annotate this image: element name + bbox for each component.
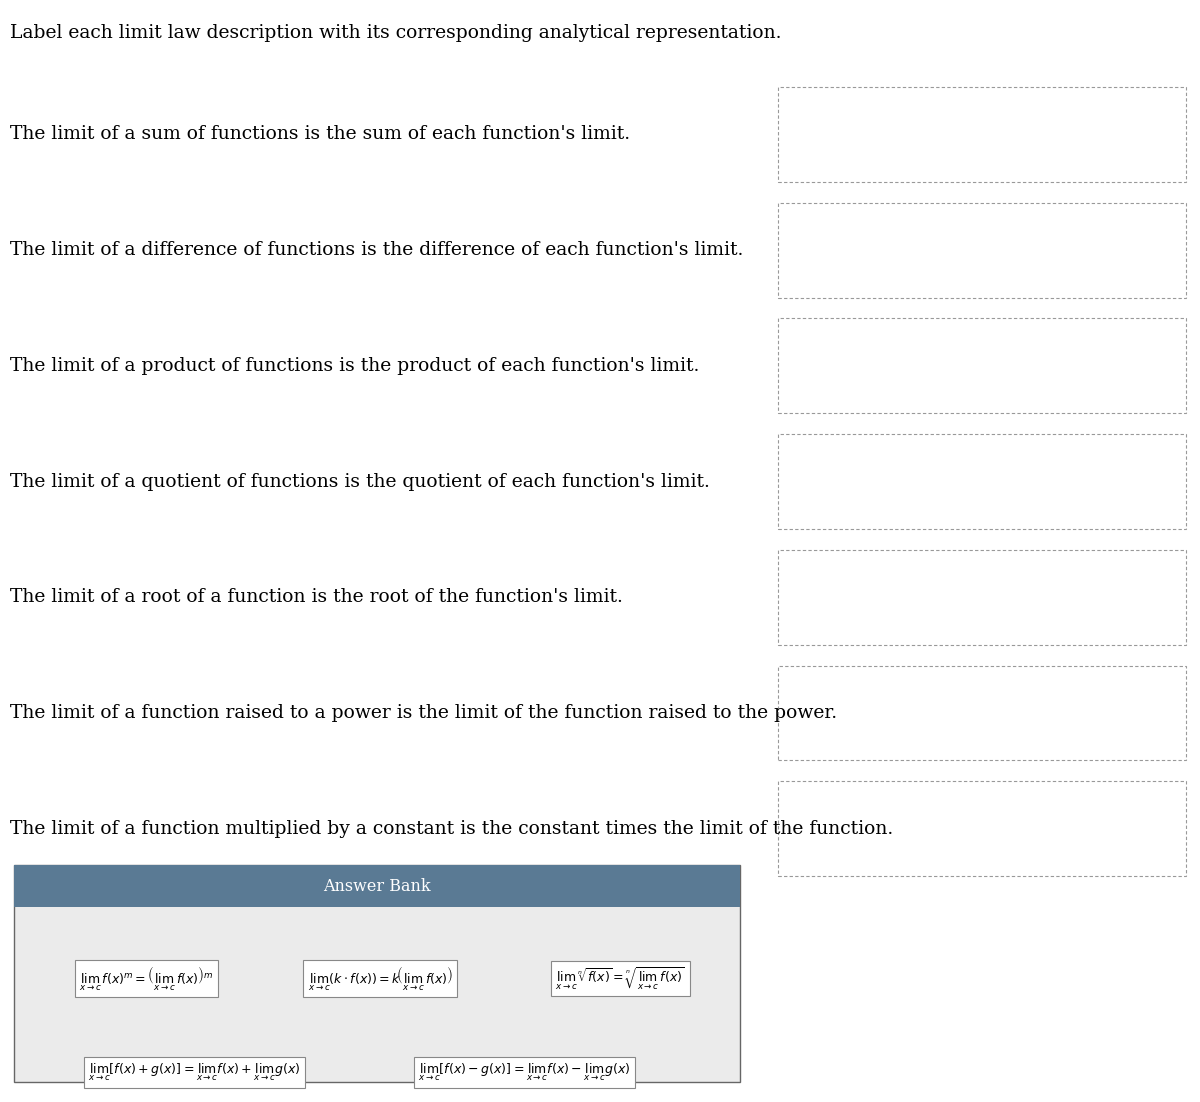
Text: $\underset{x \to c}{\lim}\, f(x)^{m} = \left(\underset{x \to c}{\lim}\, f(x)\rig: $\underset{x \to c}{\lim}\, f(x)^{m} = \…	[79, 964, 214, 993]
Text: The limit of a sum of functions is the sum of each function's limit.: The limit of a sum of functions is the s…	[10, 126, 630, 143]
FancyBboxPatch shape	[778, 318, 1186, 413]
FancyBboxPatch shape	[778, 87, 1186, 182]
Text: The limit of a function multiplied by a constant is the constant times the limit: The limit of a function multiplied by a …	[10, 820, 893, 838]
Text: Label each limit law description with its corresponding analytical representatio: Label each limit law description with it…	[10, 24, 781, 42]
FancyBboxPatch shape	[14, 865, 740, 1082]
FancyBboxPatch shape	[778, 550, 1186, 645]
Text: The limit of a quotient of functions is the quotient of each function's limit.: The limit of a quotient of functions is …	[10, 473, 709, 490]
Text: $\underset{x \to c}{\lim}[f(x)-g(x)] = \underset{x \to c}{\lim}f(x)-\underset{x : $\underset{x \to c}{\lim}[f(x)-g(x)] = \…	[418, 1061, 631, 1083]
FancyBboxPatch shape	[14, 865, 740, 907]
Text: The limit of a function raised to a power is the limit of the function raised to: The limit of a function raised to a powe…	[10, 704, 836, 722]
Text: The limit of a product of functions is the product of each function's limit.: The limit of a product of functions is t…	[10, 357, 698, 375]
Text: $\underset{x \to c}{\lim}[f(x)+g(x)] = \underset{x \to c}{\lim}f(x)+\underset{x : $\underset{x \to c}{\lim}[f(x)+g(x)] = \…	[88, 1061, 301, 1083]
FancyBboxPatch shape	[778, 203, 1186, 298]
FancyBboxPatch shape	[778, 666, 1186, 760]
Text: The limit of a difference of functions is the difference of each function's limi: The limit of a difference of functions i…	[10, 241, 743, 259]
FancyBboxPatch shape	[778, 781, 1186, 876]
FancyBboxPatch shape	[778, 434, 1186, 529]
Text: The limit of a root of a function is the root of the function's limit.: The limit of a root of a function is the…	[10, 588, 623, 606]
Text: Answer Bank: Answer Bank	[324, 877, 431, 895]
Text: $\underset{x \to c}{\lim}\,\sqrt[n]{f(x)} = \sqrt[n]{\underset{x \to c}{\lim}\, : $\underset{x \to c}{\lim}\,\sqrt[n]{f(x)…	[556, 965, 685, 992]
Text: $\underset{x \to c}{\lim}(k \cdot f(x)) = k\!\left(\underset{x \to c}{\lim}\, f(: $\underset{x \to c}{\lim}(k \cdot f(x)) …	[307, 964, 454, 993]
